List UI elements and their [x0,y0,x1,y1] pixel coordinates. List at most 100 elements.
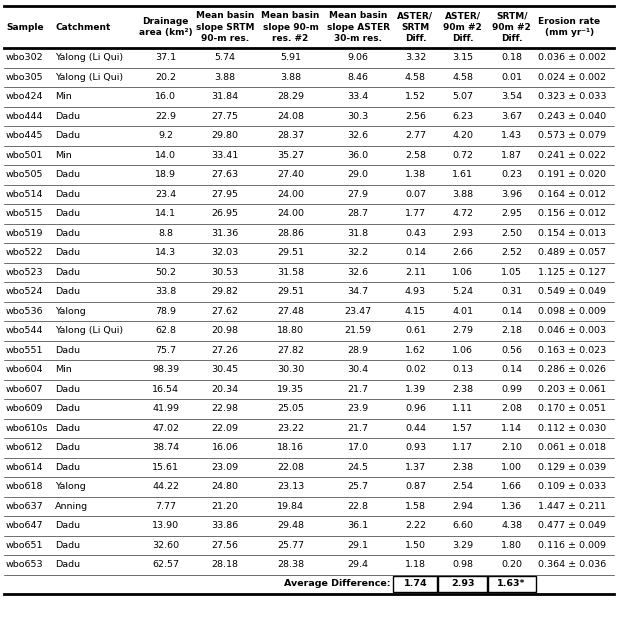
Text: 28.29: 28.29 [277,92,304,101]
Text: 16.54: 16.54 [152,385,179,394]
Text: 0.112 ± 0.030: 0.112 ± 0.030 [538,424,606,433]
Text: Dadu: Dadu [55,229,80,238]
Text: 36.1: 36.1 [347,521,369,530]
Text: wbo524: wbo524 [6,287,43,296]
Text: 5.07: 5.07 [452,92,473,101]
Text: 27.82: 27.82 [277,346,304,355]
Text: wbo651: wbo651 [6,541,43,550]
Text: 2.66: 2.66 [452,248,473,257]
Text: wbo523: wbo523 [6,268,44,277]
Text: 3.88: 3.88 [214,73,235,82]
Text: 0.56: 0.56 [501,346,522,355]
Text: 5.24: 5.24 [452,287,473,296]
Text: 20.2: 20.2 [155,73,176,82]
Text: 0.286 ± 0.026: 0.286 ± 0.026 [538,365,606,374]
Text: 19.35: 19.35 [277,385,304,394]
Text: 31.84: 31.84 [211,92,239,101]
Text: 32.6: 32.6 [347,268,369,277]
Text: 1.74: 1.74 [404,580,427,588]
Text: 2.08: 2.08 [501,404,522,413]
Text: 16.0: 16.0 [155,92,176,101]
Text: 3.67: 3.67 [501,112,522,121]
Text: 15.61: 15.61 [152,463,179,472]
Text: Mean basin
slope 90-m
res. #2: Mean basin slope 90-m res. #2 [261,11,320,43]
Text: 27.26: 27.26 [211,346,239,355]
Text: 31.58: 31.58 [277,268,304,277]
Bar [438,576,486,592]
Text: wbo305: wbo305 [6,73,44,82]
Text: 1.50: 1.50 [405,541,426,550]
Text: 1.77: 1.77 [405,209,426,219]
Text: 29.80: 29.80 [211,131,239,140]
Text: 32.2: 32.2 [347,248,369,257]
Text: 29.51: 29.51 [277,248,304,257]
Text: 8.8: 8.8 [158,229,173,238]
Text: 22.09: 22.09 [211,424,239,433]
Text: Sample: Sample [6,23,44,31]
Text: 33.86: 33.86 [211,521,239,530]
Text: 2.50: 2.50 [501,229,522,238]
Text: 27.56: 27.56 [211,541,239,550]
Text: Dadu: Dadu [55,268,80,277]
Text: Min: Min [55,151,72,160]
Text: 0.364 ± 0.036: 0.364 ± 0.036 [538,560,606,569]
Text: 4.38: 4.38 [501,521,522,530]
Text: 1.58: 1.58 [405,502,426,511]
Text: 0.477 ± 0.049: 0.477 ± 0.049 [538,521,606,530]
Text: 32.60: 32.60 [152,541,179,550]
Text: wbo445: wbo445 [6,131,43,140]
Text: 23.9: 23.9 [347,404,369,413]
Text: 5.74: 5.74 [214,53,235,62]
Text: 2.58: 2.58 [405,151,426,160]
Text: 1.125 ± 0.127: 1.125 ± 0.127 [538,268,606,277]
Text: 1.57: 1.57 [452,424,473,433]
Text: 24.5: 24.5 [348,463,368,472]
Text: 1.17: 1.17 [452,443,473,452]
Text: 23.09: 23.09 [211,463,239,472]
Text: wbo609: wbo609 [6,404,43,413]
Text: 14.1: 14.1 [155,209,176,219]
Text: 29.48: 29.48 [277,521,304,530]
Text: 37.1: 37.1 [155,53,176,62]
Text: 0.98: 0.98 [452,560,473,569]
Text: 1.447 ± 0.211: 1.447 ± 0.211 [538,502,606,511]
Text: 1.14: 1.14 [501,424,522,433]
Text: 0.14: 0.14 [501,306,522,316]
Text: Dadu: Dadu [55,112,80,121]
Text: 62.8: 62.8 [155,327,176,335]
Text: 0.098 ± 0.009: 0.098 ± 0.009 [538,306,606,316]
Text: 0.109 ± 0.033: 0.109 ± 0.033 [538,482,606,491]
Text: 13.90: 13.90 [152,521,179,530]
Text: 0.20: 0.20 [501,560,522,569]
Text: 1.37: 1.37 [405,463,426,472]
Text: Yalong (Li Qui): Yalong (Li Qui) [55,327,123,335]
Text: 2.38: 2.38 [452,385,473,394]
Text: 1.36: 1.36 [501,502,522,511]
Text: 3.96: 3.96 [501,190,522,198]
Text: 25.77: 25.77 [277,541,304,550]
Text: 0.31: 0.31 [501,287,522,296]
Text: 0.154 ± 0.013: 0.154 ± 0.013 [538,229,606,238]
Text: 2.18: 2.18 [501,327,522,335]
Text: 0.13: 0.13 [452,365,473,374]
Text: 2.11: 2.11 [405,268,426,277]
Text: ASTER/
SRTM
Diff.: ASTER/ SRTM Diff. [397,11,433,43]
Text: 0.72: 0.72 [452,151,473,160]
Text: 34.7: 34.7 [347,287,369,296]
Text: 0.163 ± 0.023: 0.163 ± 0.023 [538,346,606,355]
Text: SRTM/
90m #2
Diff.: SRTM/ 90m #2 Diff. [493,11,531,43]
Text: 24.08: 24.08 [277,112,304,121]
Text: 22.08: 22.08 [277,463,304,472]
Text: 32.03: 32.03 [211,248,239,257]
Text: Yalong (Li Qui): Yalong (Li Qui) [55,73,123,82]
Text: 0.323 ± 0.033: 0.323 ± 0.033 [538,92,607,101]
Text: 22.98: 22.98 [211,404,239,413]
Text: 1.66: 1.66 [501,482,522,491]
Text: Dadu: Dadu [55,541,80,550]
Text: 1.63*: 1.63* [497,580,526,588]
Text: 2.94: 2.94 [452,502,473,511]
Text: 25.05: 25.05 [277,404,304,413]
Text: 0.93: 0.93 [405,443,426,452]
Text: 29.4: 29.4 [348,560,368,569]
Text: 0.07: 0.07 [405,190,426,198]
